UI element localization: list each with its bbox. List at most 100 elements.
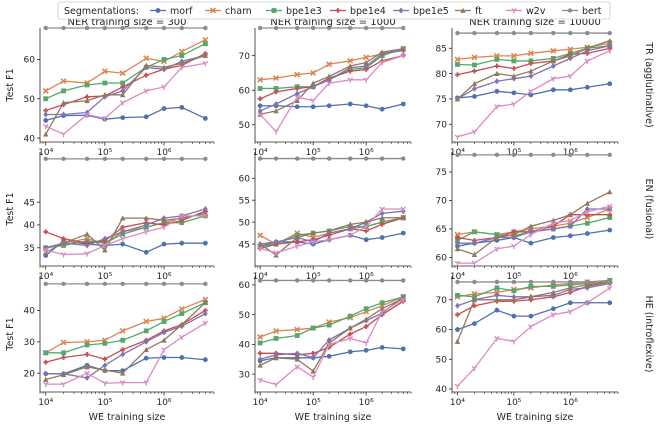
- data-point-bpe1e4: [43, 359, 49, 365]
- x-tick-label: 10⁴: [38, 148, 53, 158]
- data-point-w2v: [294, 243, 301, 250]
- data-point-w2v: [257, 246, 263, 252]
- y-tick-label: 75: [436, 168, 447, 178]
- data-point-w2v: [143, 380, 150, 386]
- panel-6: 60 65 70 75 10⁴ 10⁵ 10⁶ EN (fusional): [436, 152, 654, 282]
- data-point-w2v: [584, 58, 591, 64]
- data-point-ft: [43, 131, 49, 137]
- data-point-morf: [550, 87, 556, 93]
- data-point-ft: [454, 246, 461, 252]
- data-point-bpe1e3: [257, 340, 263, 346]
- data-point-bpe1e3: [161, 57, 167, 62]
- data-point-bert: [120, 156, 125, 162]
- data-point-charn: [119, 327, 126, 334]
- data-point-w2v: [161, 84, 167, 90]
- data-point-w2v: [326, 341, 332, 348]
- data-point-w2v: [310, 98, 316, 104]
- data-point-bpe1e5: [273, 238, 279, 245]
- data-point-bert: [380, 278, 385, 283]
- data-point-morf: [567, 300, 573, 306]
- data-point-bert: [607, 279, 612, 285]
- series-morf: [257, 101, 406, 112]
- data-point-bpe1e5: [294, 90, 300, 97]
- x-tick-label: 10⁶: [563, 398, 578, 408]
- data-point-w2v: [273, 129, 279, 135]
- data-point-ft: [119, 370, 126, 376]
- data-point-bpe1e5: [43, 370, 49, 377]
- data-point-bert: [568, 30, 573, 36]
- data-point-w2v: [379, 309, 385, 315]
- x-tick-label: 10⁵: [306, 398, 321, 408]
- data-point-w2v: [84, 112, 90, 118]
- series-morf: [455, 81, 613, 101]
- data-point-w2v: [202, 213, 209, 219]
- data-point-w2v: [494, 336, 500, 342]
- row-label: HE (introflexive): [643, 296, 654, 373]
- data-point-morf: [143, 249, 149, 255]
- data-point-bpe1e5: [494, 292, 500, 299]
- data-point-bert: [455, 152, 460, 158]
- data-point-w2v: [494, 104, 500, 110]
- data-point-morf: [161, 106, 167, 111]
- data-point-ft: [471, 251, 478, 257]
- legend-label-bpe1e4: bpe1e4: [350, 6, 386, 17]
- data-point-bert: [258, 156, 263, 161]
- data-point-bert: [327, 278, 332, 283]
- data-point-ft: [326, 73, 332, 79]
- data-point-ft: [471, 296, 478, 303]
- data-point-w2v: [161, 347, 167, 353]
- data-point-bpe1e5: [310, 354, 316, 361]
- data-point-ft: [257, 362, 263, 368]
- x-tick-label: 10⁴: [450, 398, 465, 408]
- series-morf: [455, 300, 613, 332]
- data-point-w2v: [471, 365, 478, 372]
- data-point-ft: [202, 52, 209, 58]
- y-tick-label: 40: [24, 307, 36, 317]
- data-point-ft: [143, 346, 149, 353]
- data-point-w2v: [494, 246, 500, 252]
- data-point-bpe1e3: [494, 285, 500, 291]
- data-point-w2v: [347, 336, 354, 342]
- data-point-bpe1e3: [84, 82, 90, 88]
- data-point-ft: [294, 97, 300, 103]
- data-point-charn: [42, 87, 49, 94]
- data-point-charn: [310, 69, 317, 76]
- data-point-bpe1e3: [455, 292, 460, 298]
- data-point-charn: [550, 47, 557, 54]
- data-point-morf: [120, 115, 126, 121]
- data-point-bpe1e5: [472, 240, 477, 247]
- x-tick-label: 10⁵: [97, 272, 112, 282]
- data-point-w2v: [60, 131, 67, 138]
- data-point-w2v: [606, 203, 613, 210]
- series-ft: [257, 45, 406, 117]
- data-point-bert: [144, 25, 149, 31]
- data-point-morf: [511, 90, 517, 96]
- data-point-charn: [119, 70, 126, 77]
- data-point-bpe1e4: [455, 312, 460, 318]
- legend-entries: morf charn bpe1e3 bpe1e4 bpe1e5 ft w2v bert: [150, 6, 602, 17]
- data-point-ft: [347, 63, 353, 69]
- panel-7: 20 30 40 10⁴ 10⁵ 10⁶ Test F1 WE training size: [5, 276, 215, 423]
- x-tick-label: 10⁵: [306, 272, 321, 282]
- data-point-morf: [202, 357, 208, 363]
- data-point-w2v: [294, 364, 301, 370]
- data-point-bert: [84, 156, 90, 162]
- data-point-bert: [43, 281, 48, 287]
- data-point-bpe1e3: [179, 311, 185, 317]
- data-point-bert: [203, 281, 208, 287]
- y-tick-label: 65: [436, 225, 447, 235]
- data-point-morf: [120, 241, 126, 247]
- data-point-ft: [494, 296, 500, 303]
- data-point-w2v: [119, 236, 126, 242]
- data-point-charn: [273, 75, 280, 82]
- data-point-charn: [257, 232, 264, 239]
- legend-marker-bert: [567, 8, 573, 13]
- series-w2v: [257, 53, 407, 135]
- data-point-bert: [295, 25, 300, 31]
- data-point-bert: [161, 25, 167, 31]
- y-axis-label: Test F1: [5, 317, 16, 351]
- y-tick-label: 70: [239, 52, 251, 62]
- data-point-morf: [43, 117, 49, 123]
- data-point-bert: [179, 156, 184, 162]
- data-point-charn: [273, 328, 280, 334]
